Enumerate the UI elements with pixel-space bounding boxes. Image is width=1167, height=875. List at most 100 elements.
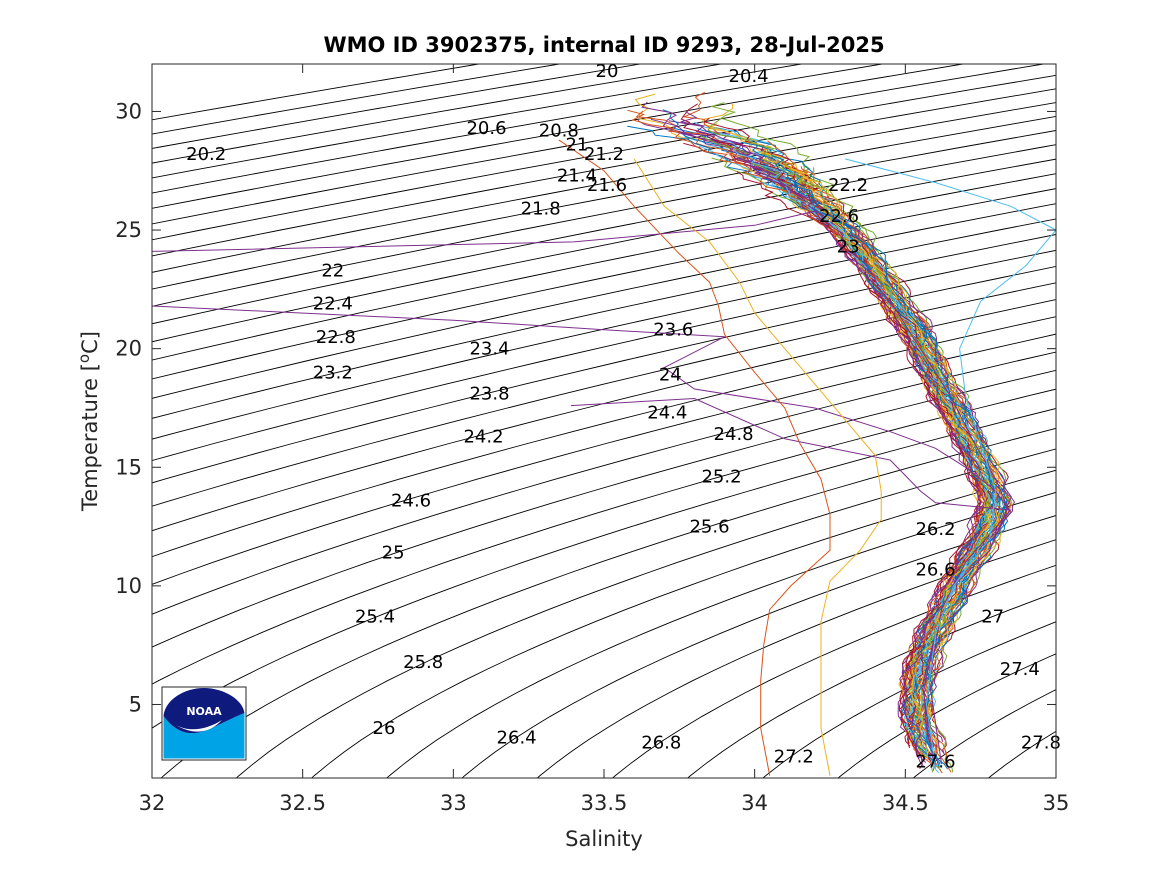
density-contour-label: 22.6 [819, 206, 859, 227]
y-axis-label-main: Temperature [ [78, 363, 102, 512]
density-contour-label: 24.4 [647, 403, 687, 424]
density-contour-line [152, 144, 1056, 325]
density-contour-label: 23.2 [313, 362, 353, 383]
density-contour-label: 23.6 [653, 320, 693, 341]
density-contour-label: 26 [373, 718, 396, 739]
density-contour-line [152, 130, 1056, 307]
density-contour-line [152, 282, 1056, 507]
density-contour-label: 21.6 [587, 175, 627, 196]
density-contour-line [152, 64, 885, 194]
density-contour-label: 21.4 [557, 166, 597, 187]
density-contour-label: 25.4 [355, 607, 395, 628]
x-tick-label: 35 [1043, 791, 1070, 815]
profile-line [633, 158, 882, 776]
density-contour-line [152, 158, 1056, 343]
density-contour-line [611, 564, 1056, 778]
density-contour-label: 26.8 [641, 732, 681, 753]
density-contour-label: 20.2 [186, 144, 226, 165]
y-tick-label: 5 [129, 692, 142, 716]
x-tick-label: 32.5 [279, 791, 326, 815]
noaa-logo-wave-bottom [163, 713, 245, 759]
density-contour-label: 22 [321, 260, 344, 281]
density-contour-label: 20.4 [729, 66, 769, 87]
density-contour-line [152, 234, 1056, 440]
density-contour-line [152, 316, 1056, 558]
density-contour-label: 26.2 [915, 519, 955, 540]
y-tick-label: 20 [115, 337, 142, 361]
density-contour-line [152, 64, 966, 209]
x-tick-label: 33 [440, 791, 467, 815]
y-axis-label-unit: C] [78, 331, 102, 354]
y-tick-label: 10 [115, 574, 142, 598]
density-contour-line [235, 448, 1056, 778]
density-contour-label: 21.8 [521, 199, 561, 220]
profile-line [699, 145, 998, 774]
density-contour-label: 27.2 [774, 747, 814, 768]
profile-lines [152, 91, 1056, 776]
density-contour-label: 21.2 [584, 144, 624, 165]
noaa-logo-dark-top [163, 688, 245, 734]
density-contour-label: 23.4 [469, 339, 509, 360]
density-contour-line [152, 388, 1056, 685]
x-tick-label: 32 [139, 791, 166, 815]
density-contour-line [152, 351, 1056, 615]
density-contour-label: 20.6 [466, 118, 506, 139]
density-contour-label: 22.4 [313, 294, 353, 315]
density-contour-line [386, 491, 1056, 778]
density-contour-line [152, 299, 1056, 532]
density-contour-label: 27.8 [1021, 732, 1061, 753]
y-tick-label: 30 [115, 99, 142, 123]
profile-line [844, 158, 1056, 769]
y-axis-label-superscript: o [75, 354, 93, 363]
density-contour-label: 27.6 [915, 751, 955, 772]
profile-line [558, 139, 831, 776]
density-contour-label: 26.4 [497, 728, 537, 749]
density-contour-label: 23 [837, 237, 860, 258]
density-contour-line [310, 469, 1056, 778]
x-tick-label: 34.5 [882, 791, 929, 815]
density-contour-line [152, 64, 1047, 225]
density-contour-line [152, 74, 1056, 241]
density-contour-label: 24.2 [463, 426, 503, 447]
density-contour-line [152, 64, 805, 179]
density-contour-label: 24 [659, 365, 682, 386]
density-contour-label: 22.2 [828, 175, 868, 196]
density-contour-line [152, 333, 1056, 585]
noaa-logo: NOAA [161, 686, 247, 761]
noaa-logo-text: NOAA [186, 705, 222, 718]
x-tick-label: 34 [741, 791, 768, 815]
y-axis-label: Temperature [oC] [75, 331, 102, 512]
density-contour-label: 20.8 [539, 120, 579, 141]
density-contour-line [160, 427, 1056, 778]
x-axis-label: Salinity [565, 827, 643, 851]
density-contour-line [152, 102, 1056, 273]
profile-line [717, 137, 996, 743]
density-contour-line [687, 592, 1056, 778]
profile-line [570, 397, 1012, 764]
density-contour-label: 22.8 [316, 327, 356, 348]
chart-title: WMO ID 3902375, internal ID 9293, 28-Jul… [323, 33, 884, 57]
density-contour-label: 21 [565, 135, 588, 156]
density-contour-label: 24.8 [714, 424, 754, 445]
y-tick-label: 15 [115, 455, 142, 479]
profile-line [703, 117, 997, 763]
density-contour-label: 20 [596, 61, 619, 82]
profile-line [713, 126, 1009, 748]
density-contour-label: 27.4 [1000, 659, 1040, 680]
density-contour-line [536, 539, 1056, 778]
density-contour-label: 26.6 [915, 559, 955, 580]
density-contour-line [837, 653, 1056, 778]
density-contour-label: 25 [382, 543, 405, 564]
density-contour-label: 25.6 [689, 517, 729, 538]
density-contour-line [461, 515, 1056, 778]
profile-line [721, 142, 995, 752]
x-tick-label: 33.5 [581, 791, 628, 815]
density-contour-label: 23.8 [469, 384, 509, 405]
density-contour-line [152, 249, 1056, 462]
density-contour-line [152, 408, 1056, 729]
density-contour-label: 25.8 [403, 652, 443, 673]
y-axis-ticks: 5 10 15 20 25 30 [115, 99, 1056, 716]
density-contour-line [152, 265, 1056, 484]
